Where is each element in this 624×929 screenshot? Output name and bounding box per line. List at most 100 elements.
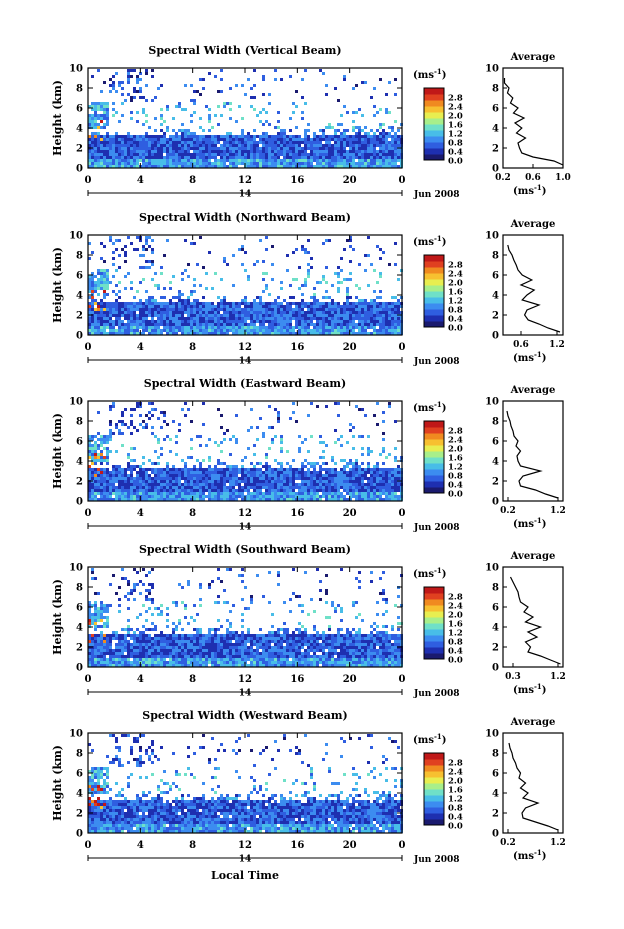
heatmap-cell [349, 162, 352, 165]
heatmap-cell [229, 474, 232, 477]
heatmap-cell [277, 132, 280, 135]
heatmap-cell [127, 302, 130, 305]
heatmap-cell [319, 156, 322, 159]
heatmap-cell [169, 156, 172, 159]
heatmap-cell [316, 480, 319, 483]
heatmap-cell [166, 477, 169, 480]
heatmap-cell [196, 159, 199, 162]
heatmap-cell [325, 492, 328, 495]
heatmap-cell [262, 329, 265, 332]
heatmap-cell [322, 314, 325, 317]
heatmap-cell [97, 105, 100, 108]
heatmap-cell [142, 153, 145, 156]
heatmap-cell [244, 156, 247, 159]
heatmap-cell [334, 474, 337, 477]
heatmap-cell [214, 162, 217, 165]
heatmap-cell [241, 311, 244, 314]
heatmap-cell [343, 153, 346, 156]
heatmap-cell [178, 423, 181, 426]
heatmap-cell [91, 135, 94, 138]
heatmap-cell [298, 489, 301, 492]
heatmap-cell [397, 483, 400, 486]
panel-title: Spectral Width (Eastward Beam) [144, 377, 346, 390]
heatmap-cell [259, 320, 262, 323]
heatmap-cell [100, 486, 103, 489]
heatmap-cell [187, 275, 190, 278]
heatmap-cell [271, 498, 274, 501]
heatmap-cell [241, 162, 244, 165]
heatmap-cell [178, 317, 181, 320]
heatmap-cell [349, 135, 352, 138]
heatmap-cell [238, 305, 241, 308]
heatmap-cell [274, 483, 277, 486]
heatmap-cell [325, 471, 328, 474]
heatmap-cell [283, 329, 286, 332]
heatmap-cell [217, 162, 220, 165]
heatmap-cell [262, 123, 265, 126]
heatmap-cell [118, 281, 121, 284]
x-tick-label: 20 [343, 175, 357, 186]
heatmap-cell [286, 471, 289, 474]
heatmap-cell [304, 162, 307, 165]
heatmap-cell [94, 123, 97, 126]
heatmap-cell [259, 489, 262, 492]
heatmap-cell [265, 305, 268, 308]
heatmap-cell [307, 498, 310, 501]
heatmap-cell [271, 492, 274, 495]
heatmap-cell [139, 646, 142, 649]
heatmap-cell [292, 411, 295, 414]
heatmap-cell [109, 480, 112, 483]
heatmap-cell [172, 486, 175, 489]
heatmap-cell [244, 296, 247, 299]
heatmap-cell [271, 311, 274, 314]
heatmap-cell [253, 332, 256, 335]
heatmap-cell [337, 290, 340, 293]
heatmap-cell [154, 495, 157, 498]
heatmap-cell [148, 311, 151, 314]
heatmap-cell [328, 305, 331, 308]
heatmap-cell [391, 138, 394, 141]
heatmap-cell [280, 438, 283, 441]
heatmap-cell [223, 162, 226, 165]
heatmap-cell [379, 483, 382, 486]
heatmap-cell [94, 441, 97, 444]
heatmap-cell [88, 284, 91, 287]
heatmap-cell [394, 489, 397, 492]
heatmap-cell [202, 296, 205, 299]
heatmap-cell [268, 317, 271, 320]
heatmap-cell [322, 474, 325, 477]
colorbar-tick-label: 2.8 [448, 427, 463, 437]
heatmap-cell [109, 477, 112, 480]
heatmap-cell [133, 96, 136, 99]
heatmap-cell [199, 480, 202, 483]
heatmap-cell [121, 480, 124, 483]
heatmap-cell [370, 96, 373, 99]
heatmap-cell [208, 317, 211, 320]
heatmap-cell [103, 269, 106, 272]
heatmap-cell [94, 610, 97, 613]
heatmap-cell [226, 489, 229, 492]
heatmap-cell [361, 329, 364, 332]
heatmap-cell [367, 150, 370, 153]
heatmap-cell [91, 568, 94, 571]
heatmap-cell [397, 329, 400, 332]
heatmap-cell [385, 302, 388, 305]
heatmap-cell [214, 141, 217, 144]
heatmap-cell [265, 489, 268, 492]
heatmap-cell [238, 486, 241, 489]
heatmap-cell [280, 141, 283, 144]
heatmap-cell [184, 483, 187, 486]
heatmap-cell [124, 254, 127, 257]
heatmap-cell [94, 492, 97, 495]
heatmap-cell [103, 329, 106, 332]
heatmap-cell [232, 498, 235, 501]
heatmap-cell [292, 402, 295, 405]
heatmap-cell [130, 664, 133, 667]
heatmap-cell [331, 480, 334, 483]
heatmap-cell [160, 314, 163, 317]
heatmap-cell [313, 489, 316, 492]
heatmap-cell [178, 468, 181, 471]
heatmap-cell [391, 323, 394, 326]
colorbar-unit: (ms-1) [413, 67, 446, 81]
heatmap-cell [259, 492, 262, 495]
